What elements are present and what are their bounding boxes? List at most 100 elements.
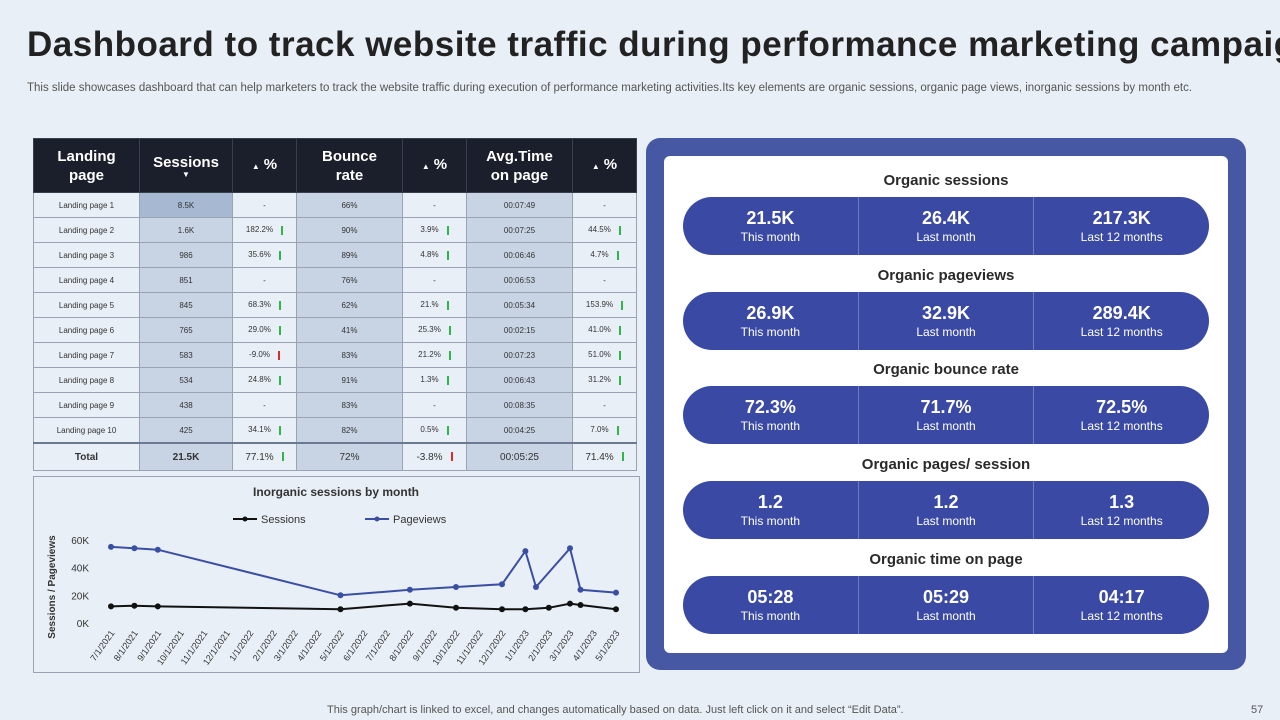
kpi-value: 05:28 (747, 586, 794, 607)
header-bounce-pct[interactable]: ▲% (402, 138, 467, 193)
table-row[interactable]: Landing page 5 845 68.3% 62% 21.% 00:05:34 153… (33, 292, 637, 318)
table-row[interactable]: Landing page 9 438-83% -00:08:35- (33, 392, 637, 418)
kpi-period-label: Last month (916, 514, 976, 529)
table-row[interactable]: Landing page 7 583 -9.0% 83% 21.2% 00:07:23 51… (33, 342, 637, 368)
up-indicator-icon (281, 452, 284, 462)
avg-time-cell: 00:07:49 (466, 192, 573, 218)
data-point-pageviews[interactable] (131, 545, 138, 552)
data-point-pageviews[interactable] (337, 592, 344, 599)
page-number: 57 (1251, 704, 1264, 716)
up-indicator-icon (618, 325, 621, 335)
landing-page-cell: Landing page 7 (33, 342, 140, 368)
table-row[interactable]: Landing page 6 765 29.0% 41% 25.3% 00:02:15 41… (33, 317, 637, 343)
data-point-pageviews[interactable] (613, 589, 619, 596)
sessions-pct-cell: 182.2% (232, 217, 297, 243)
kpi-value: 05:29 (922, 586, 970, 607)
landing-page-cell: Landing page 6 (33, 317, 140, 343)
landing-page-table: Landing page Sessions ▼ ▲% Bounce rate ▲%… (33, 138, 637, 471)
kpi-period-label: Last month (916, 324, 976, 339)
up-indicator-icon (618, 350, 621, 360)
kpi-cell: 05:28 This month (683, 576, 858, 634)
up-indicator-icon (448, 325, 451, 335)
sessions-cell: 438 (139, 392, 233, 418)
kpi-value: 289.4K (1092, 302, 1151, 323)
kpi-cell: 21.5K This month (683, 197, 858, 255)
header-time-pct[interactable]: ▲% (572, 138, 637, 193)
data-point-sessions[interactable] (406, 600, 413, 607)
legend-item-pageviews[interactable]: Pageviews (365, 514, 447, 526)
bounce-pct-cell: - (402, 392, 467, 418)
data-point-pageviews[interactable] (567, 545, 573, 552)
table-row[interactable]: Landing page 10 425 34.1% 82% 0.5% 00:04:25 7.… (33, 417, 637, 444)
sort-up-icon[interactable]: ▲ (421, 162, 430, 171)
data-point-pageviews[interactable] (154, 546, 161, 553)
bounce-rate-cell: 82% (296, 417, 403, 444)
header-landing-page[interactable]: Landing page (33, 138, 140, 193)
data-point-sessions[interactable] (337, 606, 344, 613)
avg-time-cell: 00:04:25 (466, 417, 573, 444)
bounce-pct-cell: -3.8% (402, 442, 467, 471)
table-row[interactable]: Landing page 3 986 35.6% 89% 4.8% 00:06:46 4.7… (33, 242, 637, 268)
sort-up-icon[interactable]: ▲ (591, 162, 600, 171)
bounce-pct-cell: 25.3% (402, 317, 467, 343)
data-point-sessions[interactable] (577, 602, 584, 608)
footer-note: This graph/chart is linked to excel, and… (327, 704, 904, 716)
table-row[interactable]: Landing page 2 1.6K 182.2% 90% 3.9% 00:07:25 4… (33, 217, 637, 243)
bounce-rate-cell: 83% (296, 342, 403, 368)
table-total-row[interactable]: Total 21.5K 77.1% 72% -3.8% 00:05:25 71.4% (33, 442, 637, 471)
kpi-pill-organic-pages-session: 1.2 This month 1.2 Last month 1.3 Last 12 mon… (683, 481, 1209, 540)
down-indicator-icon (277, 350, 280, 360)
table-body: Landing page 1 8.5K -66% -00:07:49- Landing … (33, 192, 637, 471)
kpi-cell: 1.2 Last month (857, 481, 1034, 540)
avg-time-cell: 00:05:25 (466, 442, 573, 471)
data-point-pageviews[interactable] (108, 543, 114, 550)
sessions-pct-cell: 24.8% (232, 367, 297, 393)
sessions-pct-cell: -9.0% (232, 342, 297, 368)
kpi-cell: 72.3% This month (683, 386, 858, 444)
data-point-pageviews[interactable] (577, 586, 584, 593)
time-pct-cell: 71.4% (572, 442, 637, 471)
data-point-sessions[interactable] (108, 603, 114, 610)
legend-item-sessions[interactable]: Sessions (233, 514, 306, 526)
data-point-sessions[interactable] (545, 604, 552, 611)
table-row[interactable]: Landing page 1 8.5K -66% -00:07:49- (33, 192, 637, 218)
sessions-cell: 534 (139, 367, 233, 393)
data-point-pageviews[interactable] (453, 584, 459, 590)
sessions-pct-cell: - (232, 267, 297, 293)
data-point-pageviews[interactable] (406, 586, 413, 593)
inorganic-sessions-chart[interactable]: Inorganic sessions by month Sessions / Pa… (33, 476, 640, 673)
header-sessions[interactable]: Sessions ▼ (139, 138, 233, 193)
data-point-pageviews[interactable] (533, 584, 539, 590)
header-bounce-rate[interactable]: Bounce rate (296, 138, 403, 193)
data-point-sessions[interactable] (613, 606, 619, 613)
header-sessions-pct[interactable]: ▲% (232, 138, 297, 193)
landing-page-cell: Landing page 9 (33, 392, 140, 418)
data-point-sessions[interactable] (499, 606, 505, 613)
sessions-cell: 583 (139, 342, 233, 368)
data-point-sessions[interactable] (567, 600, 573, 607)
kpi-period-label: Last 12 months (1080, 324, 1163, 339)
kpi-value: 72.3% (744, 397, 796, 418)
bounce-rate-cell: 89% (296, 242, 403, 268)
sort-down-icon[interactable]: ▼ (182, 170, 190, 179)
data-point-pageviews[interactable] (499, 581, 505, 588)
data-point-sessions[interactable] (453, 604, 459, 611)
kpi-value: 1.3 (1109, 492, 1135, 513)
bounce-pct-cell: 0.5% (402, 417, 467, 444)
sessions-pct-cell: - (232, 192, 297, 218)
kpi-value: 1.2 (757, 492, 783, 513)
header-avg-time[interactable]: Avg.Time on page (466, 138, 573, 193)
data-point-sessions[interactable] (131, 602, 138, 609)
landing-page-cell: Landing page 4 (33, 267, 140, 293)
data-point-sessions[interactable] (154, 603, 161, 610)
up-indicator-icon (446, 300, 449, 310)
data-point-pageviews[interactable] (522, 548, 529, 555)
table-row[interactable]: Landing page 8 534 24.8% 91% 1.3% 00:06:43 31.… (33, 367, 637, 393)
table-row[interactable]: Landing page 4 851-76% -00:06:53- (33, 267, 637, 293)
up-indicator-icon (446, 250, 449, 260)
kpi-cell: 05:29 Last month (857, 575, 1034, 634)
data-point-sessions[interactable] (522, 606, 529, 613)
avg-time-cell: 00:06:46 (466, 242, 573, 268)
kpi-panel-inner: Organic sessions 21.5K This month 26.4K Last… (664, 156, 1228, 653)
sort-up-icon[interactable]: ▲ (251, 162, 260, 171)
